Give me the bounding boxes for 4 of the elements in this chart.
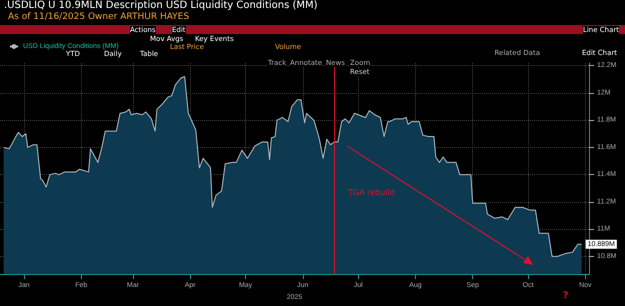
annotation: TGA rebuild <box>348 188 395 197</box>
text: ? <box>563 291 568 301</box>
chart-title: .USDLIQ U 10.9MLN Description USD Liquidity Conditions (MM) <box>4 0 318 11</box>
chart-subtitle: As of 11/16/2025 Owner ARTHUR HAYES <box>8 12 190 22</box>
